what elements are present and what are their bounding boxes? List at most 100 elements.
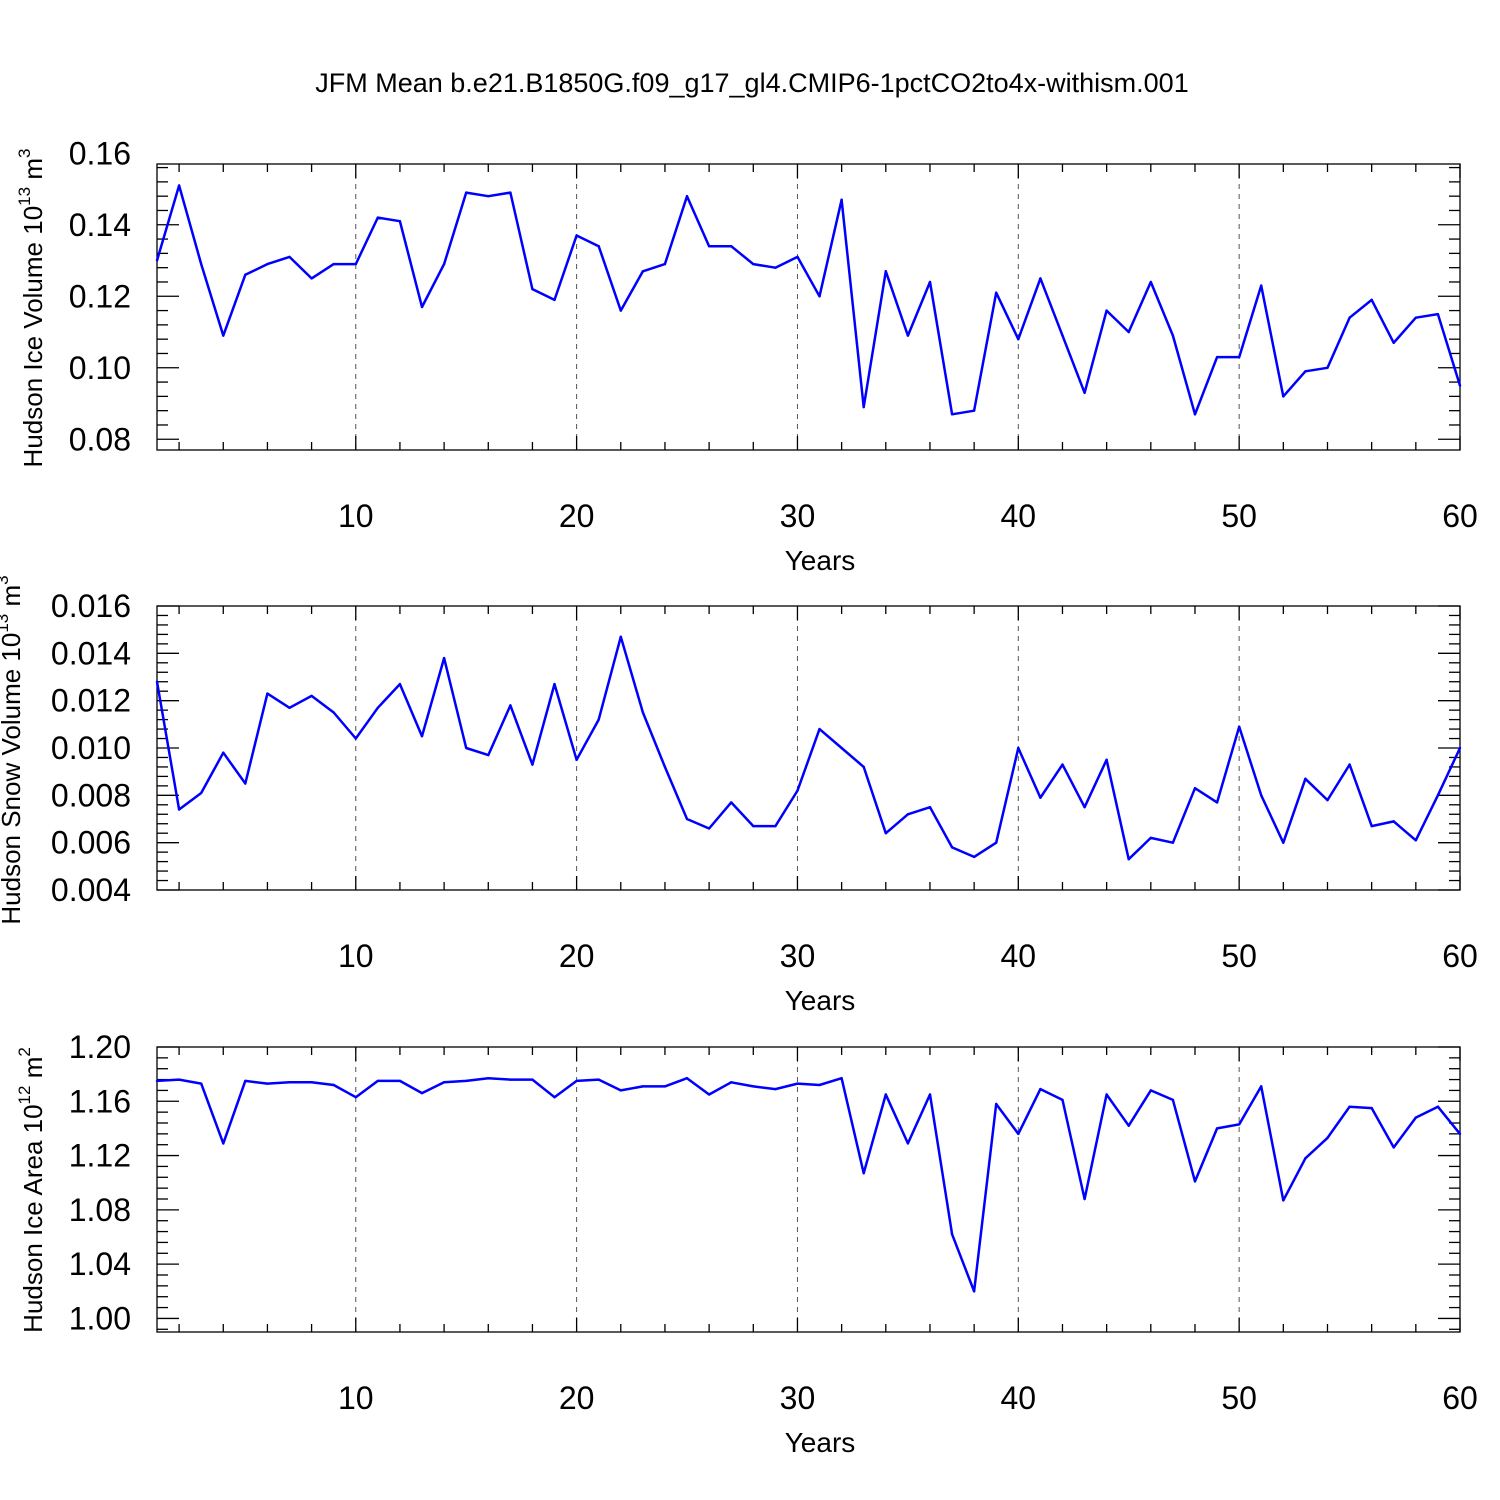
data-point [928,1093,932,1096]
x-tick-label: 40 [1001,498,1037,534]
data-point [995,841,998,844]
data-point [244,782,247,785]
data-point [1414,1116,1418,1119]
data-point [707,827,711,830]
data-point [818,295,821,298]
data-point [818,727,821,731]
data-point [1458,384,1462,387]
data-point [862,1172,865,1175]
y-tick-label: 1.12 [69,1138,131,1174]
y-tick-label: 0.012 [51,683,131,719]
chart-title: JFM Mean b.e21.B1850G.f09_g17_gl4.CMIP6-… [315,68,1188,98]
data-point [995,1102,998,1106]
data-point [641,270,645,273]
plot-frame [156,1046,1461,1333]
data-point [398,1079,402,1083]
panel-3: 1.00 1.04 1.08 1.12 1.16 1.20 10 20 30 40 50 60 Year… [15,1029,1478,1458]
x-tick-label: 20 [559,1380,595,1416]
data-point [1215,355,1219,359]
data-point [553,298,556,302]
data-point [244,273,247,277]
x-tick-label: 10 [338,498,374,534]
data-point [1392,820,1395,823]
data-point [1039,277,1042,280]
data-point [509,191,512,194]
data-point [774,824,777,828]
data-point [288,255,291,259]
data-point [288,1081,291,1084]
data-point [575,758,578,762]
data-point [1436,1105,1440,1108]
data-point [442,1081,446,1084]
data-point [332,711,335,714]
y-tick-label: 0.014 [51,635,131,671]
data-point [597,1078,600,1081]
data-point [1017,1132,1020,1136]
data-point [553,682,556,686]
data-point [1237,355,1241,359]
data-point [398,220,402,223]
data-point [487,1077,490,1080]
data-point [1370,298,1373,302]
data-point [1039,1087,1042,1091]
data-point [464,1079,468,1083]
data-point [1171,841,1175,844]
y-tick-label: 1.04 [69,1246,131,1282]
data-point [1017,746,1020,750]
data-point [707,1093,711,1096]
data-point [288,706,291,709]
data-point [1282,395,1285,398]
data-point [199,262,203,266]
data-point [730,245,733,248]
data-point [1458,1132,1462,1136]
data-point [1105,1093,1108,1096]
data-point [177,184,181,187]
data-point [1260,1085,1263,1088]
data-point [155,259,159,262]
x-tick-label: 10 [338,1380,374,1416]
data-point [1326,1136,1329,1140]
data-point [310,277,313,280]
data-point [376,216,380,219]
data-point [1171,334,1175,337]
data-point [1370,824,1373,828]
data-point [663,1085,667,1088]
data-point [1348,1105,1351,1108]
y-tick-label: 0.008 [51,777,131,813]
data-point [442,262,446,266]
x-tick-label: 20 [559,498,595,534]
panel-2: 0.004 0.006 0.008 0.010 0.012 0.014 0.016 10 20 3… [0,575,1478,1016]
data-point [531,763,534,766]
data-point [950,846,954,849]
data-point [1127,858,1130,861]
data-point [1215,1127,1219,1130]
data-point [1392,341,1395,344]
data-point [222,751,225,754]
data-point [1326,798,1329,802]
data-point [354,262,357,266]
data-point [531,1078,534,1081]
data-point [222,334,225,337]
x-tick-label: 20 [559,938,595,974]
data-point [222,1142,225,1145]
data-point [531,287,534,291]
data-point [928,280,932,284]
data-point [1414,839,1418,842]
y-tick-label: 1.16 [69,1083,131,1119]
data-point [199,1082,203,1085]
x-tick-label: 60 [1442,938,1478,974]
data-point [575,234,578,237]
data-point [730,801,733,804]
y-tick-label: 1.00 [69,1300,131,1336]
x-axis-label: Years [785,1427,856,1458]
x-tick-label: 30 [780,498,816,534]
data-point [464,191,468,194]
data-point [420,305,424,309]
data-point [553,1096,556,1099]
y-tick-label: 0.004 [51,872,131,908]
data-point [972,1290,976,1293]
y-tick-label: 0.12 [69,278,131,314]
data-point [752,824,755,828]
data-point [310,694,313,698]
data-point [685,194,689,198]
